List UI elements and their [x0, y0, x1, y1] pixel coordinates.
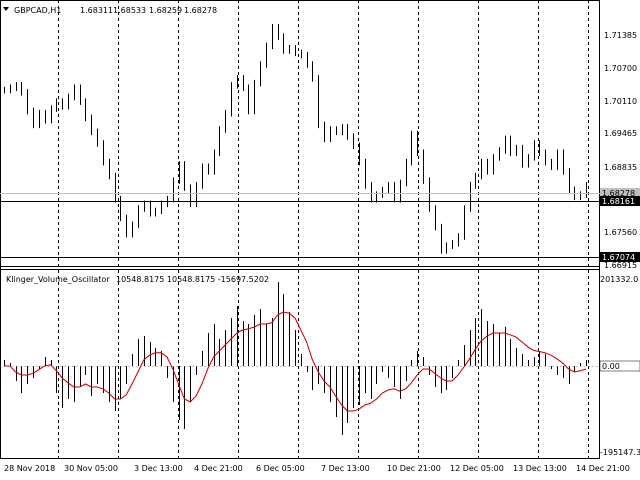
time-axis[interactable]: 28 Nov 2018 30 Nov 05:00 3 Dec 13:00 4 D… — [4, 464, 630, 473]
bid-price-box — [600, 188, 640, 198]
hline-lower-box — [600, 252, 640, 262]
indicator-scale-bottom: -195147.3 — [600, 448, 640, 457]
symbol-header: GBPCAD,H1 1.68311 1.68533 1.68259 1.6827… — [3, 6, 217, 15]
symbol-label: GBPCAD,H1 — [14, 6, 61, 15]
price-scale[interactable]: 1.71385 1.70700 1.70110 1.69465 1.68835 … — [600, 31, 640, 270]
hline-upper-box — [600, 196, 640, 206]
indicator-zero-box — [599, 360, 640, 372]
indicator-scale-zero: 0.00 — [602, 362, 620, 371]
price-tick: 1.71385 — [604, 31, 637, 40]
time-label: 7 Dec 13:00 — [321, 464, 370, 473]
bid-price-label: 1.68278 — [602, 189, 635, 198]
indicator-header: Klinger_Volume_Oscillator 10548.8175 105… — [6, 275, 269, 284]
price-tick: 1.70700 — [604, 64, 637, 73]
indicator-scale-top: 201332.0 — [600, 275, 638, 284]
time-label: 6 Dec 05:00 — [256, 464, 305, 473]
price-tick: 1.70110 — [604, 97, 637, 106]
price-tick: 1.67560 — [604, 228, 637, 237]
indicator-histogram — [0, 282, 600, 435]
time-label: 10 Dec 21:00 — [387, 464, 441, 473]
time-label: 3 Dec 13:00 — [134, 464, 183, 473]
time-label: 28 Nov 2018 — [4, 464, 55, 473]
hline-upper-label: 1.68161 — [602, 197, 635, 206]
time-label: 14 Dec 21:00 — [576, 464, 630, 473]
dropdown-triangle-icon[interactable] — [3, 7, 9, 11]
hline-lower-label: 1.67074 — [602, 253, 635, 262]
price-candles — [4, 24, 587, 254]
time-label: 4 Dec 21:00 — [194, 464, 243, 473]
signal-line — [4, 311, 587, 412]
time-label: 13 Dec 13:00 — [513, 464, 567, 473]
price-tick: 1.69465 — [604, 129, 637, 138]
ohlc-close: 1.68278 — [184, 6, 217, 15]
ohlc-open: 1.68311 — [80, 6, 113, 15]
ohlc-high: 1.68533 — [113, 6, 146, 15]
indicator-scale[interactable]: 201332.0 0.00 -195147.3 — [599, 275, 640, 457]
chart-frame — [0, 0, 600, 459]
indicator-label: Klinger_Volume_Oscillator — [6, 275, 110, 284]
grid-layer — [58, 0, 589, 459]
time-label: 12 Dec 05:00 — [450, 464, 504, 473]
time-label: 30 Nov 05:00 — [64, 464, 118, 473]
indicator-values: 10548.8175 10548.8175 -15697.5202 — [116, 275, 269, 284]
price-tick: 1.66915 — [604, 261, 637, 270]
price-tick: 1.68835 — [604, 163, 637, 172]
ohlc-low: 1.68259 — [149, 6, 182, 15]
